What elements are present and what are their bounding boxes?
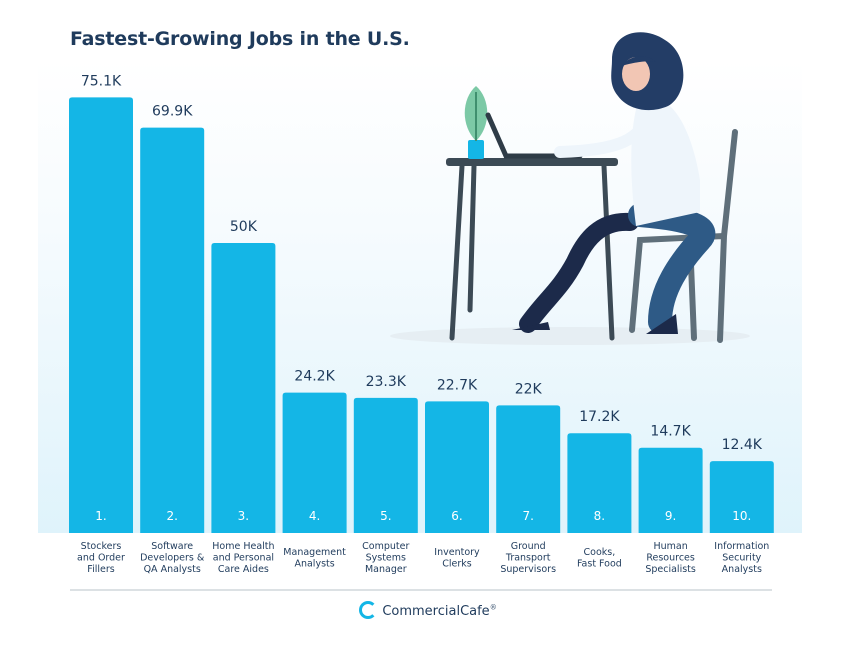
bar bbox=[282, 392, 347, 533]
category-label-line: Management bbox=[283, 547, 346, 558]
category-label: Inventory Clerks bbox=[434, 547, 480, 570]
category-label: Human Resources Specialists bbox=[645, 541, 696, 575]
data-label: 22K bbox=[515, 381, 543, 397]
bar bbox=[425, 401, 489, 533]
woman-at-desk-illustration bbox=[390, 32, 750, 345]
category-label-line: Fillers bbox=[87, 564, 114, 575]
category-label-line: Software bbox=[151, 541, 193, 552]
category-label-line: Systems bbox=[366, 553, 406, 564]
data-label: 22.7K bbox=[437, 377, 478, 393]
plant-pot bbox=[468, 140, 484, 159]
category-label-line: Specialists bbox=[645, 564, 696, 575]
commercialcafe-logo-icon bbox=[359, 601, 378, 619]
category-label-line: Human bbox=[653, 541, 687, 552]
category-label-line: Ground bbox=[511, 541, 546, 552]
category-label: Ground Transport Supervisors bbox=[500, 541, 556, 575]
rank-label: 3. bbox=[238, 509, 249, 523]
category-label-line: Supervisors bbox=[500, 564, 556, 575]
category-label-line: and Order bbox=[77, 553, 125, 564]
rank-label: 6. bbox=[451, 509, 462, 523]
registered-mark: ® bbox=[489, 603, 497, 612]
rank-label: 4. bbox=[309, 509, 320, 523]
bar bbox=[69, 97, 133, 534]
legs bbox=[519, 212, 639, 333]
rank-label: 8. bbox=[594, 509, 605, 523]
category-label-line: Cooks, bbox=[584, 547, 616, 558]
face bbox=[622, 57, 650, 91]
category-label: Software Developers & QA Analysts bbox=[140, 541, 205, 575]
laptop bbox=[485, 112, 583, 159]
category-label-line: Manager bbox=[365, 564, 407, 575]
data-label: 24.2K bbox=[294, 369, 335, 385]
data-label: 17.2K bbox=[579, 409, 620, 425]
category-label: Stockers and Order Fillers bbox=[77, 541, 125, 575]
category-label: Management Analysts bbox=[283, 547, 346, 570]
bar bbox=[709, 461, 774, 533]
category-label-line: Stockers bbox=[81, 541, 122, 552]
rank-label: 10. bbox=[732, 509, 751, 523]
bar bbox=[567, 433, 632, 533]
category-label: Home Health and Personal Care Aides bbox=[212, 541, 274, 575]
data-label: 14.7K bbox=[650, 424, 691, 440]
category-label: Computer Systems Manager bbox=[362, 541, 409, 575]
category-label-line: Clerks bbox=[442, 559, 472, 570]
category-label-line: Analysts bbox=[294, 559, 334, 570]
shoes bbox=[512, 314, 678, 334]
bar bbox=[353, 397, 418, 533]
category-label-line: QA Analysts bbox=[144, 564, 201, 575]
bar bbox=[140, 127, 205, 533]
data-label: 75.1K bbox=[81, 73, 122, 89]
data-label: 50K bbox=[230, 219, 258, 235]
data-label: 12.4K bbox=[722, 437, 763, 453]
category-label-line: Home Health bbox=[212, 541, 274, 552]
category-label-line: Security bbox=[722, 553, 761, 564]
category-label-line: Computer bbox=[362, 541, 409, 552]
desk-top bbox=[446, 158, 618, 166]
category-label-line: and Personal bbox=[213, 553, 274, 564]
bar bbox=[638, 447, 703, 533]
rank-label: 2. bbox=[166, 509, 177, 523]
category-label: Information Security Analysts bbox=[714, 541, 769, 575]
data-label: 23.3K bbox=[366, 374, 407, 390]
rank-label: 1. bbox=[95, 509, 106, 523]
category-label-line: Care Aides bbox=[218, 564, 269, 575]
category-label-line: Resources bbox=[646, 553, 695, 564]
bar bbox=[496, 405, 561, 533]
footer-brand: CommercialCafe® bbox=[0, 601, 856, 619]
category-label-line: Fast Food bbox=[577, 559, 622, 570]
category-label: Cooks, Fast Food bbox=[577, 547, 622, 570]
rank-label: 7. bbox=[522, 509, 533, 523]
desk-legs bbox=[449, 163, 615, 341]
chart-title: Fastest-Growing Jobs in the U.S. bbox=[70, 28, 410, 50]
category-label-line: Transport bbox=[505, 553, 551, 564]
data-label: 69.9K bbox=[152, 104, 193, 120]
category-label-line: Analysts bbox=[722, 564, 762, 575]
arm bbox=[554, 106, 656, 158]
category-label-line: Information bbox=[714, 541, 769, 552]
rank-label: 9. bbox=[665, 509, 676, 523]
rank-label: 5. bbox=[380, 509, 391, 523]
brand-name: CommercialCafe bbox=[382, 604, 490, 619]
bar bbox=[211, 243, 276, 533]
category-label-line: Developers & bbox=[140, 553, 205, 564]
category-label-line: Inventory bbox=[434, 547, 480, 558]
